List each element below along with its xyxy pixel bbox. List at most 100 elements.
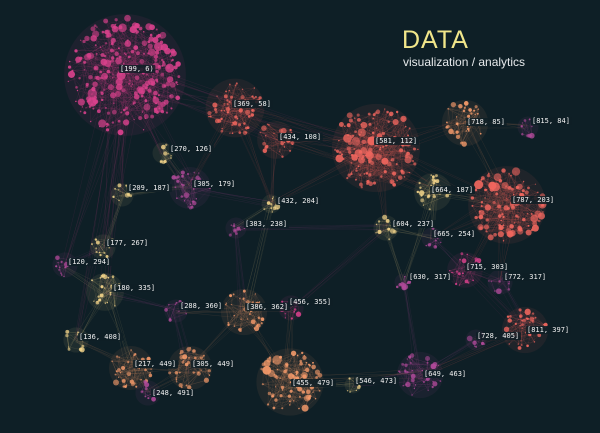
node [447, 107, 450, 110]
node [224, 303, 227, 306]
node [68, 346, 70, 348]
node [107, 276, 110, 279]
node [480, 205, 483, 208]
node [105, 122, 109, 126]
node [509, 224, 514, 229]
node [117, 376, 120, 378]
node [200, 369, 202, 371]
node [431, 385, 434, 389]
node [289, 128, 292, 132]
node [296, 354, 299, 357]
cluster-label: [456, 355] [288, 298, 333, 306]
node [498, 214, 502, 218]
node [492, 201, 496, 205]
node [180, 195, 184, 198]
node [526, 134, 530, 138]
node [275, 375, 279, 380]
node [317, 372, 323, 378]
node [392, 119, 399, 126]
node [67, 70, 76, 78]
node [150, 368, 152, 370]
node [60, 272, 62, 275]
node [355, 167, 358, 170]
node [163, 159, 167, 164]
node [404, 156, 412, 164]
node [159, 31, 167, 39]
node [348, 150, 352, 154]
node [228, 100, 231, 104]
node [458, 284, 461, 286]
node [238, 123, 242, 127]
node [164, 47, 171, 55]
node [388, 238, 391, 241]
node [209, 187, 211, 190]
node [88, 75, 93, 80]
node [290, 131, 293, 134]
node [235, 82, 238, 85]
node [61, 274, 63, 276]
node [422, 204, 425, 206]
node [143, 113, 149, 119]
node [166, 76, 174, 83]
node [75, 86, 78, 89]
node [159, 40, 164, 45]
node [188, 356, 190, 359]
node [509, 230, 516, 237]
node [501, 182, 509, 190]
node [122, 62, 125, 65]
node [147, 43, 153, 49]
cluster-label: [369, 58] [232, 100, 273, 108]
node [236, 226, 241, 231]
node [261, 125, 267, 131]
node [90, 279, 93, 282]
node [529, 321, 531, 324]
node [431, 175, 435, 179]
cluster-label: [120, 294] [67, 258, 112, 266]
node [143, 103, 151, 111]
node [524, 308, 531, 315]
node [495, 288, 502, 295]
node [271, 211, 273, 213]
node [410, 373, 416, 379]
node [98, 79, 100, 81]
node [96, 26, 98, 28]
node [537, 333, 542, 338]
node [516, 183, 523, 190]
cluster-label: [630, 317] [408, 273, 453, 281]
node [233, 314, 235, 317]
node [76, 89, 79, 92]
node [350, 171, 353, 173]
node [101, 30, 105, 34]
node [435, 179, 440, 184]
node [99, 277, 102, 279]
node [182, 354, 188, 360]
node [110, 56, 115, 60]
node [289, 149, 292, 152]
node [388, 111, 394, 117]
node [113, 379, 119, 386]
node [102, 45, 104, 47]
node [387, 120, 390, 124]
node [153, 90, 158, 96]
node [412, 159, 415, 162]
node [405, 383, 408, 386]
cluster-label: [136, 408] [78, 333, 123, 341]
node [280, 385, 285, 390]
node [298, 395, 302, 398]
node [109, 71, 111, 74]
node [161, 144, 166, 150]
node [284, 363, 289, 368]
node [65, 329, 70, 334]
node [455, 134, 461, 140]
node [510, 174, 512, 177]
node [144, 387, 148, 391]
node [232, 293, 235, 296]
node [381, 131, 386, 136]
node [518, 308, 522, 312]
node [405, 125, 407, 128]
node [107, 52, 109, 54]
node [413, 162, 417, 166]
cluster-link [61, 58, 141, 269]
node [175, 378, 178, 381]
node [418, 181, 421, 185]
